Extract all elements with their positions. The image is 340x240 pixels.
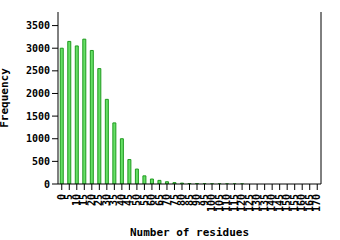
svg-text:75: 75 [168,194,180,206]
svg-text:25: 25 [93,194,105,206]
svg-text:135: 135 [258,194,270,213]
svg-text:5: 5 [63,194,75,200]
svg-text:3500: 3500 [26,20,50,31]
svg-text:40: 40 [116,194,127,206]
svg-text:55: 55 [138,194,150,206]
svg-text:140: 140 [266,194,278,213]
svg-text:20: 20 [85,194,97,206]
svg-text:85: 85 [183,194,195,206]
svg-text:130: 130 [251,194,263,213]
svg-text:35: 35 [108,194,120,206]
svg-text:10: 10 [70,194,82,206]
svg-text:160: 160 [296,194,308,213]
svg-text:0: 0 [55,194,67,200]
svg-text:2000: 2000 [26,88,50,99]
svg-text:115: 115 [228,194,240,213]
svg-text:1500: 1500 [26,111,50,122]
svg-text:125: 125 [243,194,255,213]
svg-text:45: 45 [123,194,135,206]
svg-text:30: 30 [100,194,112,206]
svg-text:50: 50 [131,194,142,206]
svg-text:150: 150 [281,194,293,213]
svg-text:170: 170 [311,194,322,212]
svg-text:165: 165 [303,194,315,213]
svg-text:110: 110 [221,194,233,213]
svg-text:60: 60 [146,194,157,206]
svg-text:65: 65 [153,194,165,206]
svg-text:0: 0 [44,179,50,190]
svg-text:80: 80 [176,194,188,206]
svg-text:2500: 2500 [26,65,50,76]
svg-text:1000: 1000 [26,133,50,144]
svg-text:Number of residues: Number of residues [130,226,249,239]
svg-text:3000: 3000 [26,43,50,54]
svg-text:15: 15 [78,194,90,206]
svg-text:120: 120 [236,194,248,213]
svg-text:70: 70 [161,194,173,206]
svg-text:Frequency: Frequency [8,68,11,128]
svg-text:500: 500 [32,156,50,167]
svg-text:100: 100 [206,194,218,213]
svg-text:90: 90 [191,194,203,206]
svg-text:95: 95 [198,194,210,206]
svg-text:155: 155 [288,194,300,213]
svg-text:105: 105 [213,194,225,213]
svg-text:145: 145 [273,194,285,213]
